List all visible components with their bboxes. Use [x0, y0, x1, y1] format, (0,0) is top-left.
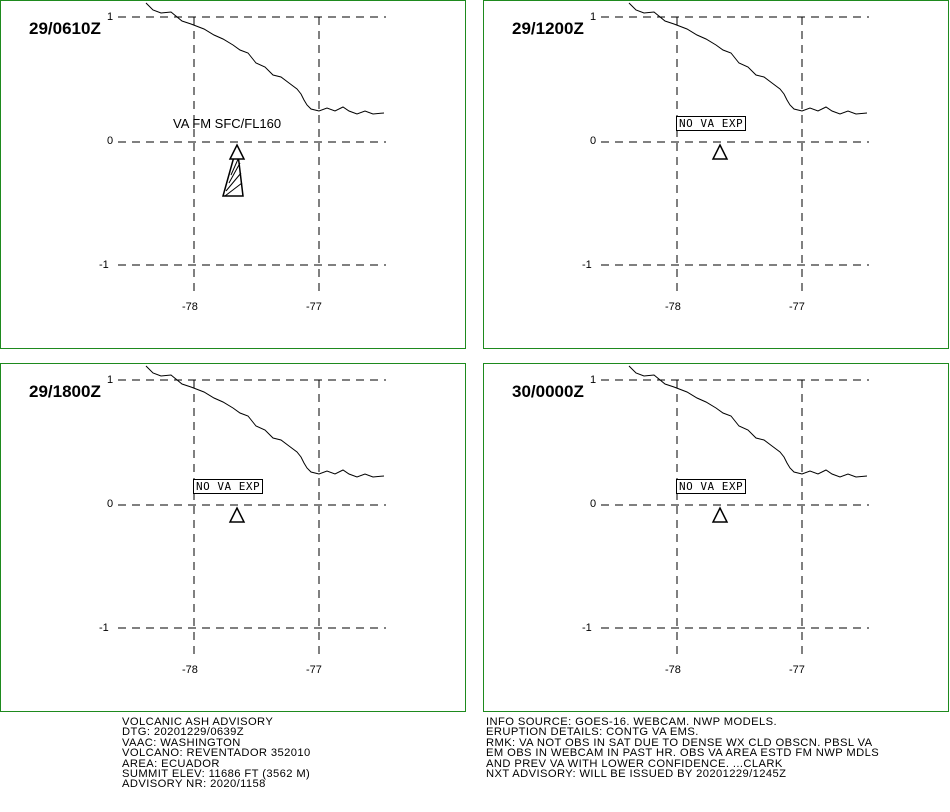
coastline: [628, 365, 868, 478]
lat-label-neg1: -1: [99, 622, 109, 634]
coastline: [145, 365, 385, 478]
volcano-triangle-icon: [228, 143, 246, 160]
advisory-vaac: VAAC: WASHINGTON: [122, 736, 241, 749]
map-grid: [118, 2, 386, 292]
advisory-summit-elev: SUMMIT ELEV: 11686 FT (3562 M): [122, 768, 311, 781]
lon-label-77: -77: [789, 301, 805, 313]
forecast-panel-1: 29/0610Z 1 0 -1 -78 -77 VA FM SFC/FL160: [0, 0, 466, 349]
advisory-area: AREA: ECUADOR: [122, 757, 220, 770]
lat-label-0: 0: [590, 135, 597, 147]
advisory-header-block: VOLCANIC ASH ADVISORY DTG: 20201229/0639…: [122, 716, 311, 791]
lat-label-0: 0: [590, 498, 597, 510]
lat-label-neg1: -1: [582, 622, 592, 634]
forecast-panel-2: 29/1200Z 1 0 -1 -78 -77 NO VA EXP: [483, 0, 949, 349]
lat-label-1: 1: [107, 11, 114, 23]
lon-label-78: -78: [665, 664, 681, 676]
advisory-volcano: VOLCANO: REVENTADOR 352010: [122, 747, 311, 760]
forecast-panel-4: 30/0000Z 1 0 -1 -78 -77 NO VA EXP: [483, 363, 949, 712]
panel-time: 29/0610Z: [29, 19, 101, 38]
coastline: [145, 2, 385, 115]
lon-label-77: -77: [306, 301, 322, 313]
lon-label-78: -78: [665, 301, 681, 313]
lat-label-1: 1: [590, 374, 597, 386]
lat-label-1: 1: [590, 11, 597, 23]
lat-label-1: 1: [107, 374, 114, 386]
lat-label-0: 0: [107, 498, 114, 510]
panel-time: 29/1800Z: [29, 382, 101, 401]
forecast-panel-3: 29/1800Z 1 0 -1 -78 -77 NO VA EXP: [0, 363, 466, 712]
panel-time: 29/1200Z: [512, 19, 584, 38]
lon-label-77: -77: [789, 664, 805, 676]
lat-label-0: 0: [107, 135, 114, 147]
advisory-remark-3: AND PREV VA WITH LOWER CONFIDENCE. ...CL…: [486, 757, 783, 770]
no-va-expected-box: NO VA EXP: [193, 479, 264, 494]
no-va-expected-box: NO VA EXP: [676, 116, 747, 131]
advisory-next: NXT ADVISORY: WILL BE ISSUED BY 20201229…: [486, 768, 787, 781]
volcano-triangle-icon: [711, 506, 729, 523]
advisory-info-source: INFO SOURCE: GOES-16. WEBCAM. NWP MODELS…: [486, 716, 777, 728]
advisory-number: ADVISORY NR: 2020/1158: [122, 778, 266, 791]
advisory-details-block: INFO SOURCE: GOES-16. WEBCAM. NWP MODELS…: [486, 716, 880, 781]
lon-label-77: -77: [306, 664, 322, 676]
no-va-expected-box: NO VA EXP: [676, 479, 747, 494]
volcano-triangle-icon: [228, 506, 246, 523]
map-grid: [118, 365, 386, 655]
lon-label-78: -78: [182, 301, 198, 313]
lon-label-78: -78: [182, 664, 198, 676]
map-grid: [601, 2, 869, 292]
panel-time: 30/0000Z: [512, 382, 584, 401]
map-grid: [601, 365, 869, 655]
ash-annotation: VA FM SFC/FL160: [173, 116, 282, 131]
advisory-dtg: DTG: 20201229/0639Z: [122, 726, 245, 739]
volcano-triangle-icon: [711, 143, 729, 160]
advisory-remark-2: EM OBS IN WEBCAM IN PAST HR. OBS VA AREA…: [486, 747, 880, 760]
advisory-title: VOLCANIC ASH ADVISORY: [122, 716, 274, 728]
lat-label-neg1: -1: [582, 259, 592, 271]
lat-label-neg1: -1: [99, 259, 109, 271]
advisory-remark-1: RMK: VA NOT OBS IN SAT DUE TO DENSE WX C…: [486, 736, 873, 749]
coastline: [628, 2, 868, 115]
advisory-eruption-details: ERUPTION DETAILS: CONTG VA EMS.: [486, 726, 699, 739]
